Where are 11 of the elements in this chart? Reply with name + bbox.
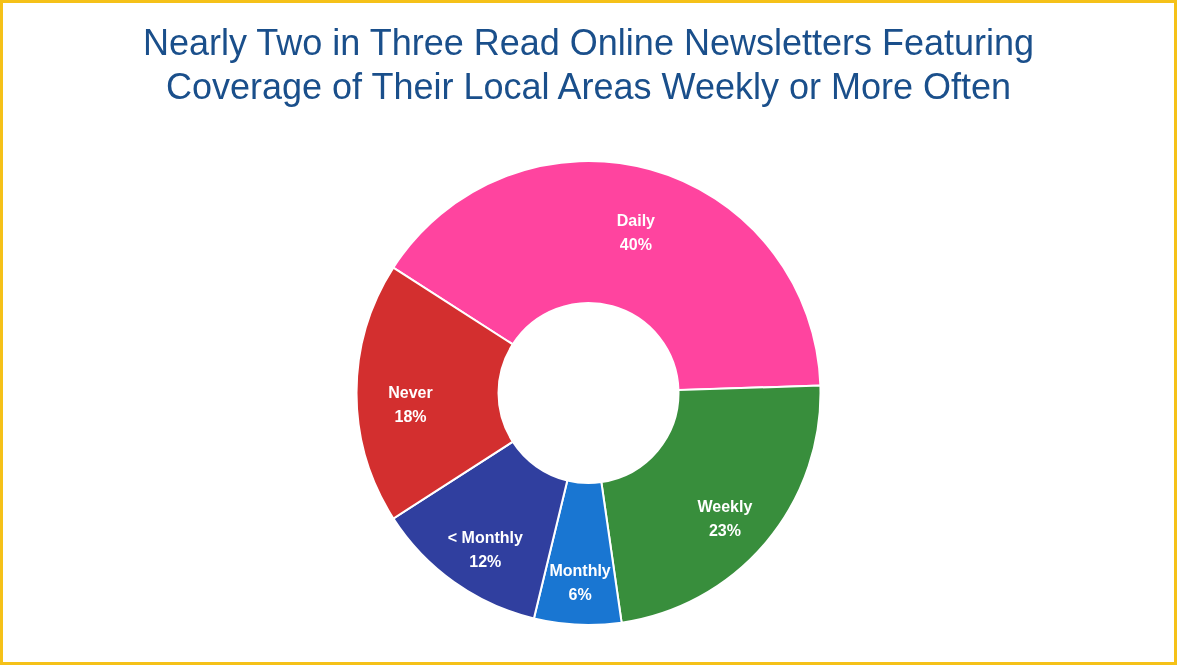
slice-label: Daily [616,212,656,230]
data-label: 23% [708,522,741,540]
slice-label: < Monthly [447,529,523,547]
slice-label: Never [388,384,433,402]
data-label: 12% [469,553,502,571]
data-label: 6% [568,585,592,603]
data-label: 40% [619,236,652,254]
slice-label: Monthly [549,561,611,579]
slice-label: Weekly [697,498,753,516]
data-label: 18% [394,408,427,426]
chart-title: Nearly Two in Three Read Online Newsletters Featuring Coverage of Their Local Areas Weekly or More Often [141,21,1036,109]
